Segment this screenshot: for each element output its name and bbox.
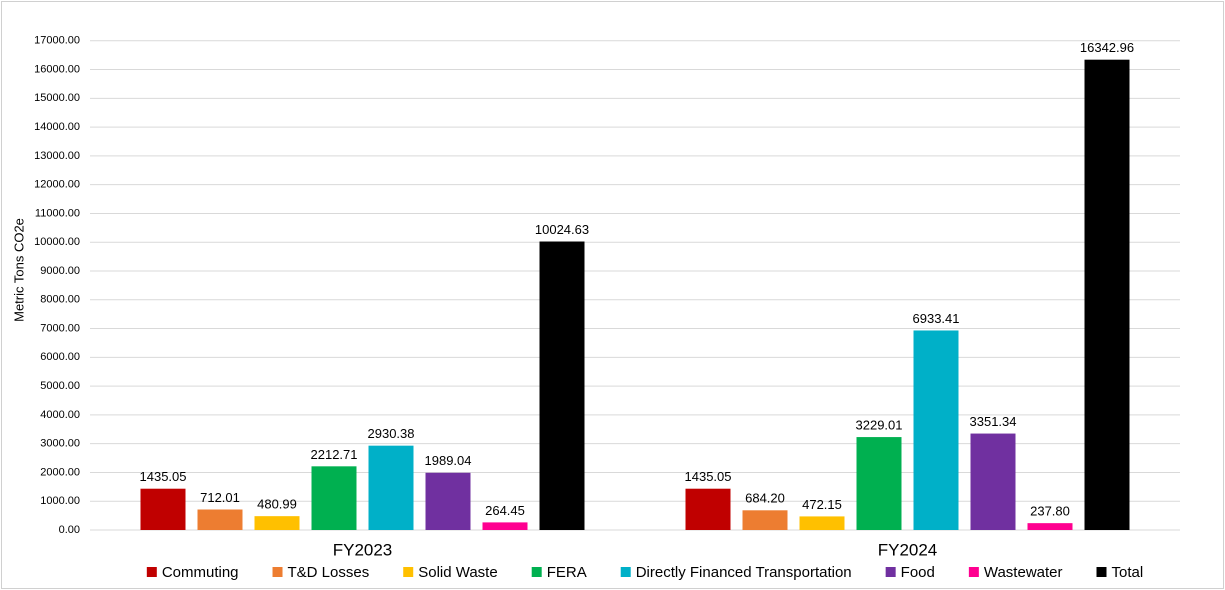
data-label: 684.20 <box>745 491 785 506</box>
y-tick-label: 11000.00 <box>35 207 80 219</box>
bar <box>685 488 731 530</box>
x-tick-label: FY2024 <box>878 540 938 559</box>
legend-swatch <box>620 567 631 577</box>
y-tick-label: 9000.00 <box>40 265 80 277</box>
legend-label: Solid Waste <box>418 564 497 581</box>
bar <box>856 437 902 530</box>
y-tick-label: 2000.00 <box>40 466 80 478</box>
bar <box>1084 59 1130 531</box>
y-tick-label: 15000.00 <box>34 92 80 104</box>
bar <box>1027 523 1073 530</box>
bar <box>197 509 243 530</box>
legend-label: Food <box>901 564 935 581</box>
y-tick-label: 6000.00 <box>40 351 80 363</box>
data-label: 3351.34 <box>970 414 1017 429</box>
bar <box>742 510 788 530</box>
data-label: 712.01 <box>200 490 240 505</box>
legend-swatch <box>1096 567 1107 577</box>
legend-swatch <box>403 567 414 577</box>
legend-label: Total <box>1112 564 1144 581</box>
bar <box>970 433 1016 530</box>
y-tick-label: 17000.00 <box>34 35 80 47</box>
data-label: 1435.05 <box>685 469 732 484</box>
bar <box>799 516 845 530</box>
data-label: 16342.96 <box>1080 40 1134 55</box>
data-label: 1435.05 <box>140 469 187 484</box>
data-label: 1989.04 <box>425 453 472 468</box>
bar <box>368 445 414 530</box>
bar <box>140 488 186 530</box>
data-label: 472.15 <box>802 497 842 512</box>
legend-label: Directly Financed Transportation <box>636 564 852 581</box>
legend-label: Commuting <box>162 564 239 581</box>
legend-swatch <box>272 567 283 577</box>
legend-label: FERA <box>547 564 587 581</box>
bar <box>425 472 471 530</box>
data-label: 2930.38 <box>368 426 415 441</box>
y-axis-title: Metric Tons CO2e <box>11 218 26 322</box>
legend-swatch <box>146 567 157 577</box>
y-tick-label: 0.00 <box>59 524 80 536</box>
legend-swatch <box>531 567 542 577</box>
y-tick-label: 13000.00 <box>34 150 80 162</box>
data-label: 480.99 <box>257 497 297 512</box>
data-label: 237.80 <box>1030 504 1070 519</box>
data-label: 6933.41 <box>913 311 960 326</box>
y-tick-label: 5000.00 <box>40 380 80 392</box>
bar <box>254 516 300 530</box>
legend-label: T&D Losses <box>288 564 370 581</box>
y-tick-label: 10000.00 <box>34 236 80 248</box>
y-tick-label: 8000.00 <box>40 294 80 306</box>
x-tick-label: FY2023 <box>333 540 393 559</box>
y-tick-label: 12000.00 <box>34 179 80 191</box>
legend-swatch <box>968 567 979 577</box>
legend-swatch <box>885 567 896 577</box>
y-tick-label: 14000.00 <box>34 121 80 133</box>
bar <box>482 522 528 530</box>
data-label: 10024.63 <box>535 222 589 237</box>
bar <box>311 466 357 530</box>
data-label: 2212.71 <box>311 447 358 462</box>
y-tick-label: 16000.00 <box>34 63 80 75</box>
data-label: 3229.01 <box>856 418 903 433</box>
data-label: 264.45 <box>485 503 525 518</box>
y-tick-label: 3000.00 <box>40 438 80 450</box>
legend-label: Wastewater <box>984 564 1063 581</box>
bar <box>539 241 585 530</box>
y-tick-label: 1000.00 <box>40 495 80 507</box>
bar <box>913 330 959 530</box>
y-tick-label: 7000.00 <box>40 322 80 334</box>
y-tick-label: 4000.00 <box>40 409 80 421</box>
